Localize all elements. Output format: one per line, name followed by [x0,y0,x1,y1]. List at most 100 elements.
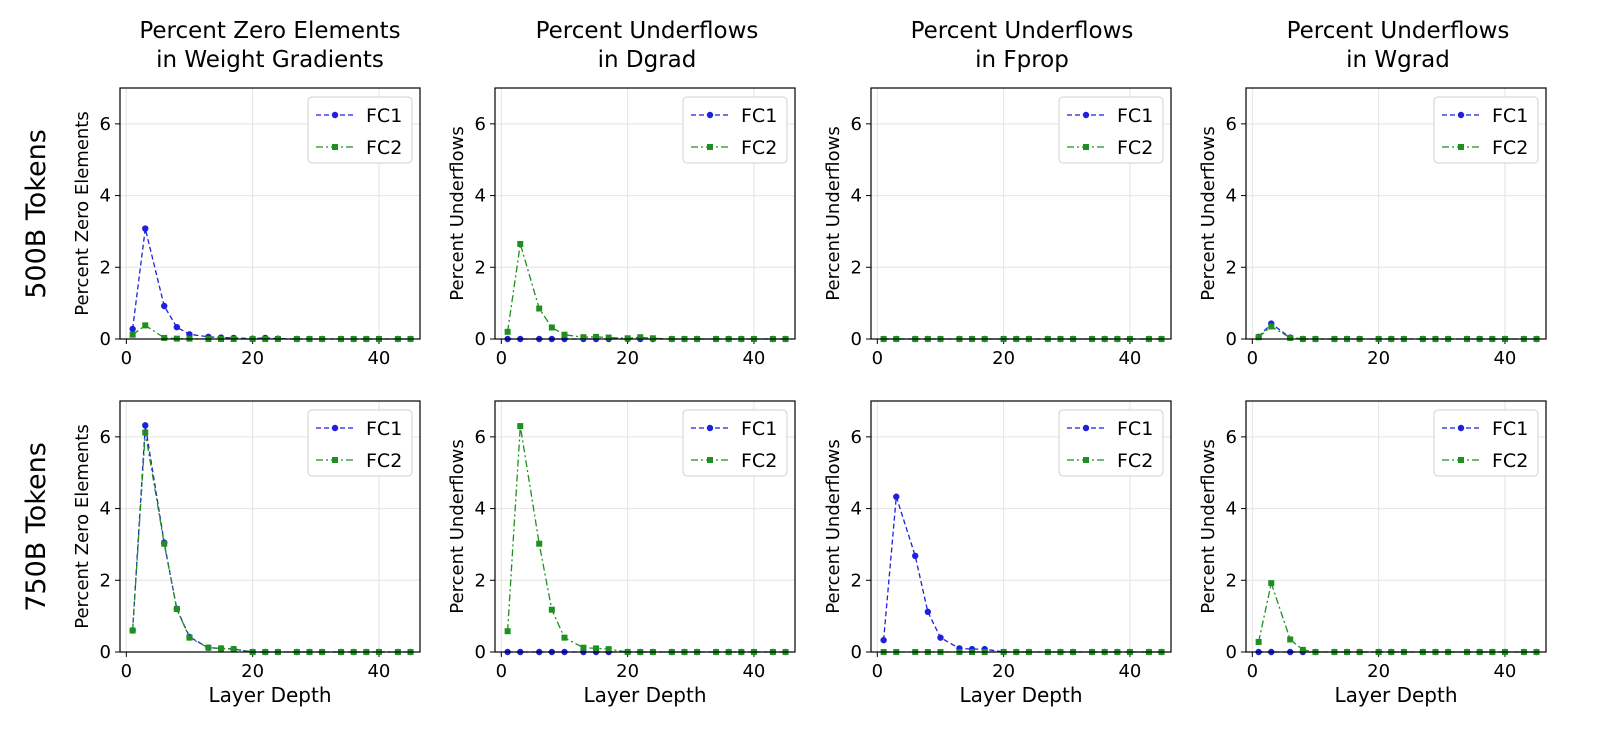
y-tick-label-2: 4 [100,499,111,520]
point-fc2-2 [1287,334,1294,341]
point-fc2-2 [161,334,168,341]
y-tick-label-2: 4 [851,186,862,207]
y-axis-label: Percent Zero Elements [72,424,93,629]
column-title-1-line-2: in Dgrad [598,47,697,73]
plot-frame [1245,87,1547,340]
y-tick-label-3: 6 [100,114,111,135]
legend-marker-fc1 [1457,424,1465,432]
point-fc2-7 [230,646,237,653]
y-axis-label: Percent Zero Elements [72,111,93,316]
column-title-0-line-1: Percent Zero Elements [139,18,400,44]
panel-1-0: 0 20 40 0 2 4 6 Percent Zero Elements Layer Dept… [72,400,421,707]
figure-labels: 500B Tokens 750B Tokens Percent Zero Ele… [21,18,1509,612]
panel-1-1: 0 20 40 0 2 4 6 Percent Underflows Layer Depth FC… [447,400,796,707]
y-tick-label-0: 0 [1226,642,1237,663]
x-tick-label-0: 0 [872,348,883,369]
plot-frame [119,400,421,653]
y-tick-label-2: 4 [851,499,862,520]
y-tick-label-3: 6 [100,427,111,448]
y-tick-label-0: 0 [100,642,111,663]
row-label-0: 500B Tokens [21,129,52,299]
x-tick-label-2: 40 [742,661,765,682]
point-fc2-1 [1268,323,1275,330]
legend-label-fc1: FC1 [741,105,777,127]
legend-marker-fc2 [1083,457,1089,463]
legend-label-fc1: FC1 [366,418,402,440]
legend-label-fc2: FC2 [366,137,402,159]
y-tick-label-3: 6 [851,427,862,448]
point-fc1-2 [161,302,168,310]
point-fc2-1 [142,322,149,329]
x-tick-label-0: 0 [496,348,507,369]
legend-marker-fc1 [1082,424,1090,432]
point-fc1-4 [937,634,944,641]
y-tick-label-0: 0 [1226,329,1237,350]
series-fc1 [129,225,414,343]
y-tick-label-2: 4 [475,186,486,207]
plot-frame [870,87,1172,340]
column-title-2-line-2: in Fprop [975,47,1069,73]
x-tick-label-1: 20 [616,661,639,682]
point-fc2-1 [517,240,524,247]
legend-marker-fc2 [707,144,713,150]
y-tick-label-1: 2 [851,257,862,278]
legend-marker-fc2 [707,457,713,463]
x-tick-label-0: 0 [1247,661,1258,682]
point-fc2-3 [548,324,555,331]
x-tick-label-1: 20 [992,348,1015,369]
y-tick-label-1: 2 [1226,257,1237,278]
point-fc1-0 [129,325,136,333]
y-tick-label-3: 6 [1226,114,1237,135]
point-fc2-5 [205,644,212,651]
y-tick-label-3: 6 [475,427,486,448]
y-axis-label: Percent Underflows [823,439,844,613]
x-tick-label-2: 40 [1118,661,1141,682]
point-fc2-0 [1255,638,1262,645]
x-tick-label-0: 0 [121,348,132,369]
plot-frame [870,400,1172,653]
y-tick-label-3: 6 [851,114,862,135]
point-fc2-2 [161,540,168,547]
x-tick-label-1: 20 [992,661,1015,682]
y-tick-label-3: 6 [1226,427,1237,448]
x-axis-label: Layer Depth [1334,683,1457,707]
series-line-fc1 [882,496,1162,653]
series-fc2 [504,240,789,342]
point-fc2-9 [637,334,644,341]
y-tick-label-1: 2 [475,257,486,278]
y-axis-label: Percent Underflows [1198,126,1219,300]
point-fc2-0 [504,328,511,335]
y-tick-label-2: 4 [475,499,486,520]
row-label-1: 750B Tokens [21,442,52,612]
y-tick-label-1: 2 [475,570,486,591]
y-tick-label-2: 4 [100,186,111,207]
legend-label-fc2: FC2 [1492,450,1528,472]
point-fc2-4 [186,634,193,641]
x-tick-label-2: 40 [1493,348,1516,369]
x-axis-label: Layer Depth [959,683,1082,707]
series-line-fc2 [506,425,786,653]
point-fc2-1 [517,423,524,430]
column-title-2-line-1: Percent Underflows [911,18,1134,44]
series-fc1 [880,493,1165,656]
panel-1-2: 0 20 40 0 2 4 6 Percent Underflows Layer Depth FC… [823,400,1172,707]
panel-1-3: 0 20 40 0 2 4 6 Percent Underflows Layer Depth FC… [1198,400,1547,707]
legend-marker-fc1 [706,424,714,432]
point-fc2-6 [593,645,600,652]
x-tick-label-2: 40 [742,348,765,369]
point-fc2-0 [504,628,511,635]
y-axis-label: Percent Underflows [823,126,844,300]
column-title-3-line-1: Percent Underflows [1287,18,1510,44]
legend-label-fc1: FC1 [1117,105,1153,127]
point-fc1-3 [924,608,932,616]
point-fc2-3 [1299,646,1306,653]
x-axis-label: Layer Depth [583,683,706,707]
